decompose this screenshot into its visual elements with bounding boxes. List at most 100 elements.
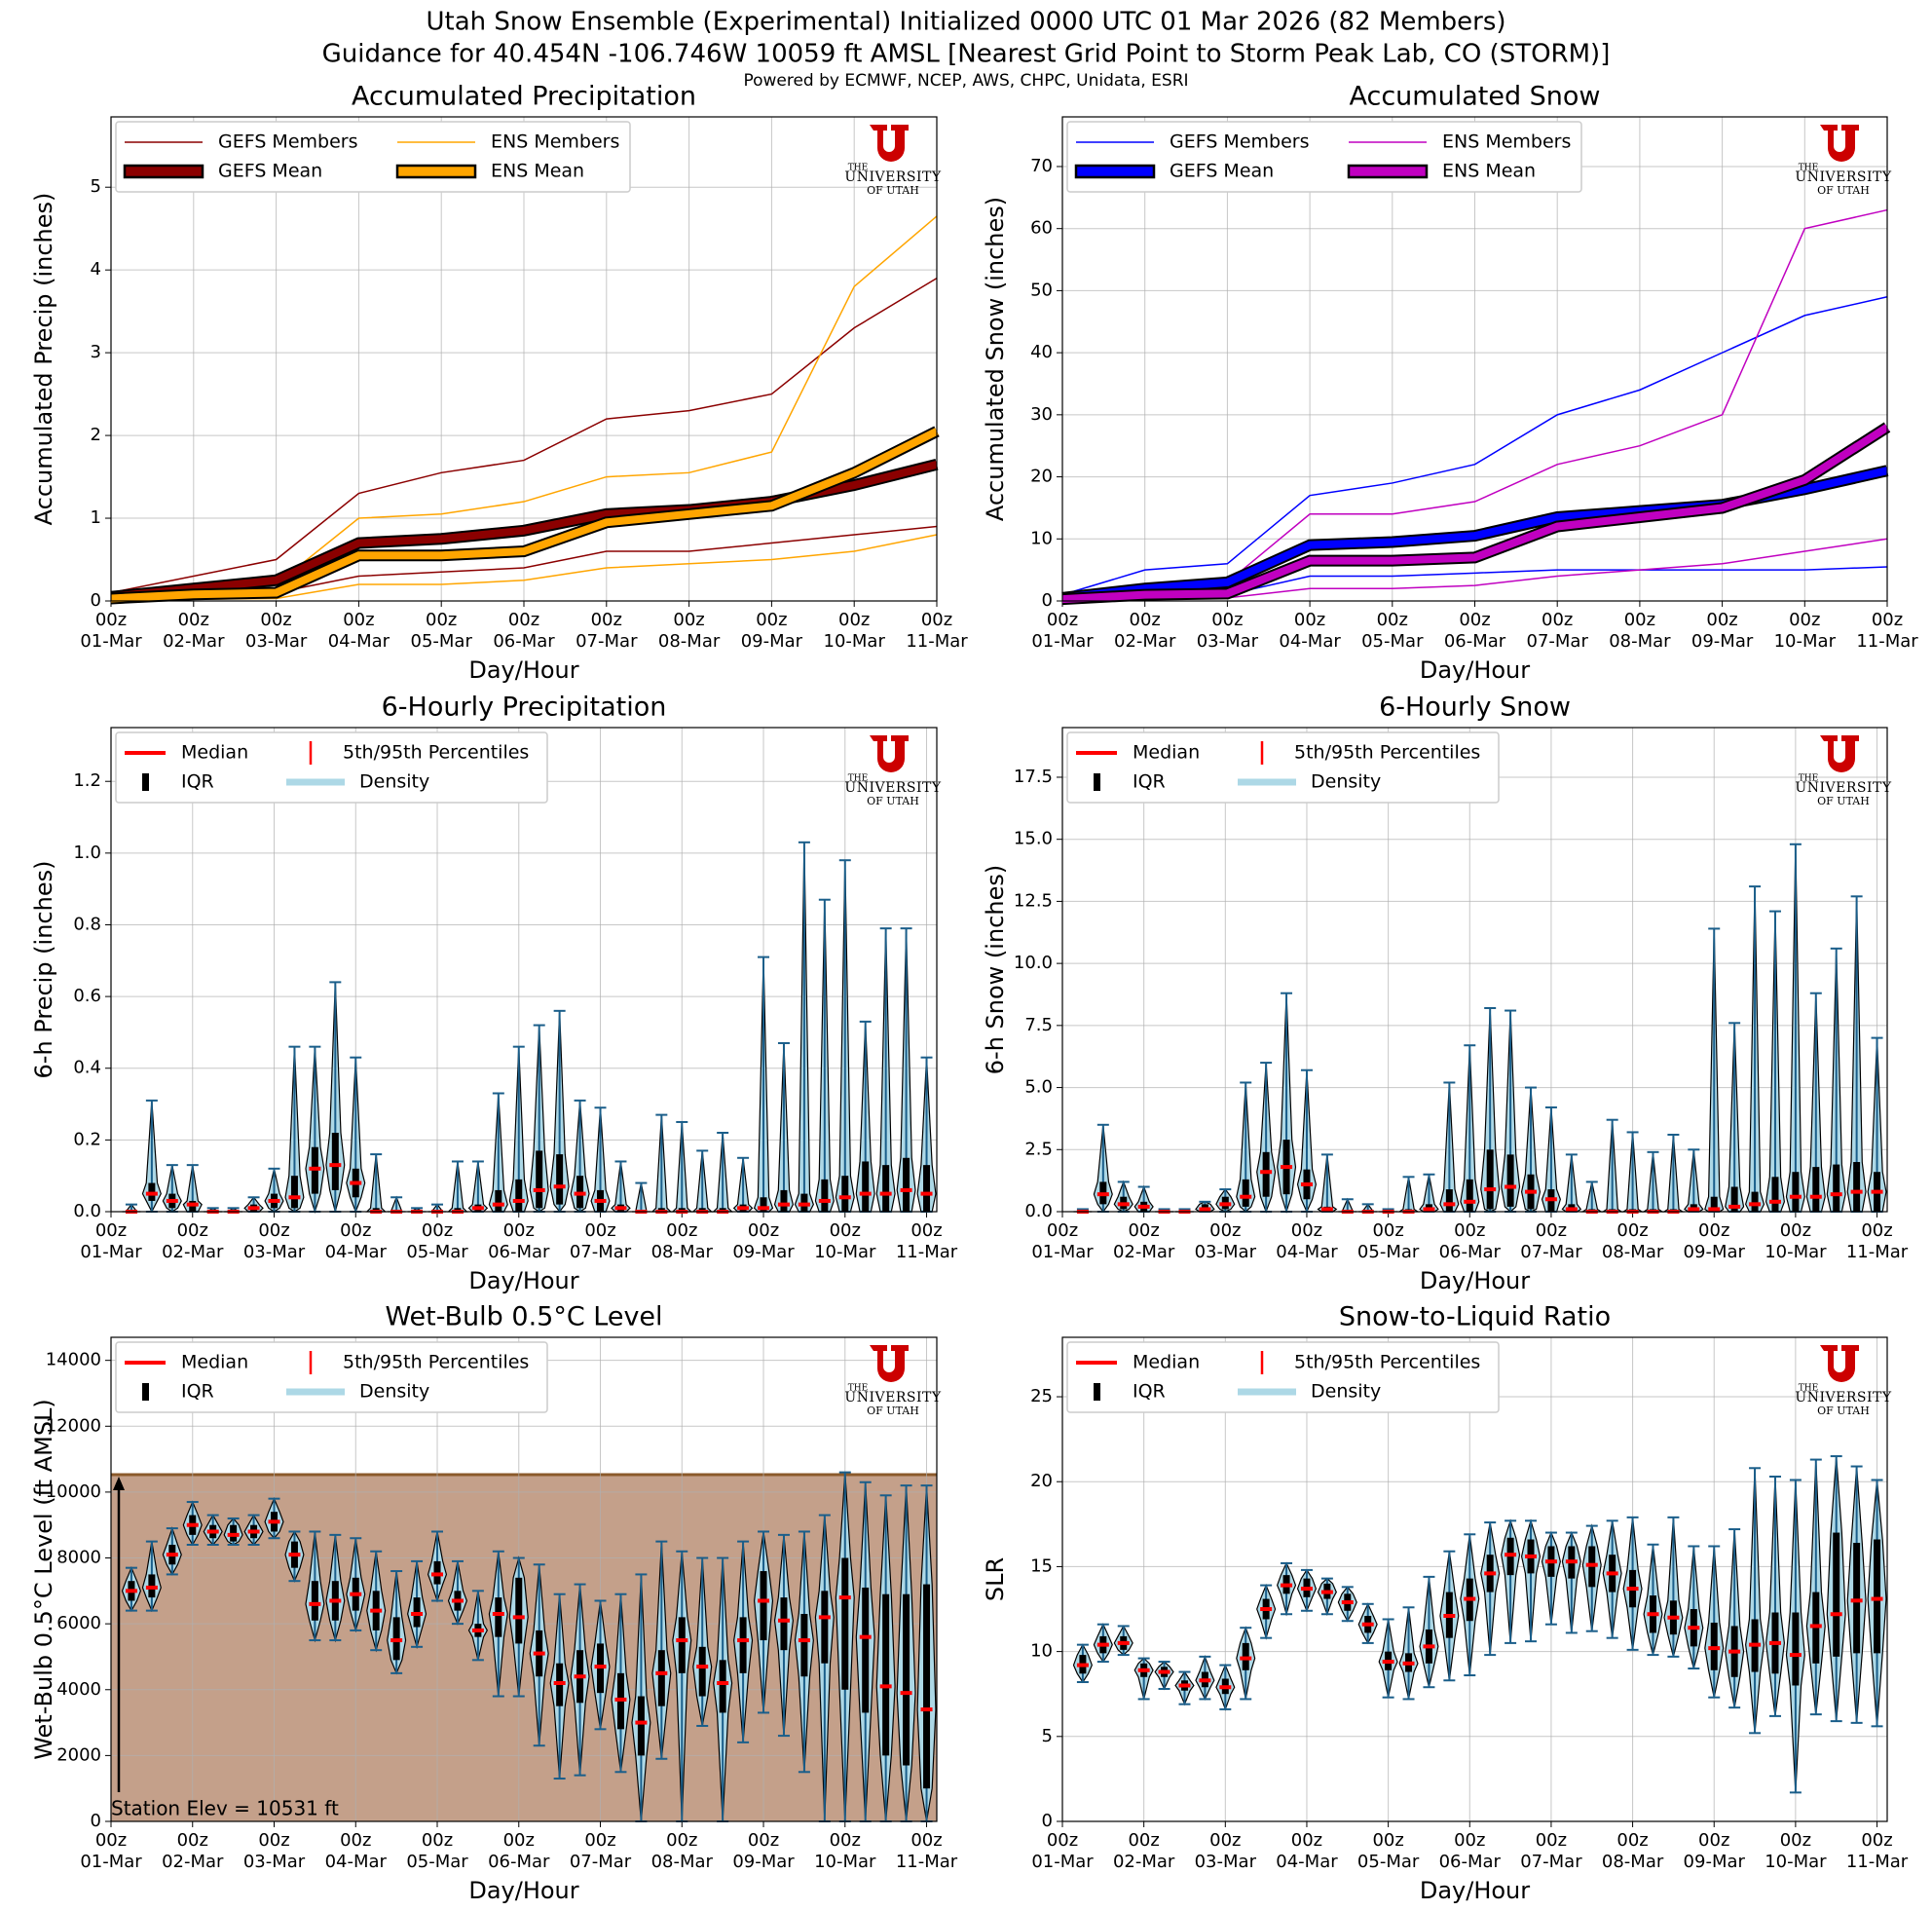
iqr-box: [1853, 1543, 1861, 1654]
y-tick-label: 0.6: [73, 986, 101, 1006]
legend-label: 5th/95th Percentiles: [343, 1352, 529, 1373]
x-tick-label: 00z 08-Mar: [1609, 610, 1671, 652]
y-tick-label: 0.0: [73, 1201, 101, 1221]
x-axis-label: Day/Hour: [1420, 1877, 1530, 1904]
y-tick-label: 2: [91, 425, 101, 445]
y-tick-label: 12000: [46, 1415, 101, 1436]
x-tick-label: 00z 06-Mar: [1444, 610, 1506, 652]
logo-text: UNIVERSITY: [1795, 169, 1891, 185]
x-tick-label: 00z 06-Mar: [1439, 1830, 1502, 1872]
logo-text: OF UTAH: [867, 795, 919, 807]
elevation-arrowhead: [113, 1476, 125, 1490]
logo-text: OF UTAH: [1817, 184, 1870, 197]
legend-label: GEFS Members: [218, 131, 357, 153]
y-axis-label: Wet-Bulb 0.5°C Level (ft AMSL): [30, 1399, 57, 1760]
y-tick-label: 0.2: [73, 1129, 101, 1149]
plot-frame: [1061, 1336, 1888, 1822]
iqr-box: [739, 1617, 747, 1673]
y-tick-label: 0: [1042, 590, 1053, 611]
logo-mark: [870, 735, 909, 772]
y-tick-label: 0.4: [73, 1058, 101, 1078]
x-tick-label: 00z 07-Mar: [570, 1830, 632, 1872]
legend-label: GEFS Mean: [218, 161, 322, 182]
panel-title: Accumulated Snow: [1349, 82, 1600, 112]
x-tick-label: 00z 10-Mar: [1765, 1220, 1827, 1262]
mean-line: [110, 428, 939, 603]
legend-label: Density: [1311, 1381, 1381, 1403]
x-tick-label: 00z 09-Mar: [732, 1830, 795, 1872]
y-tick-label: 0: [91, 1811, 101, 1831]
legend-swatch: [395, 164, 477, 179]
iqr-box: [657, 1650, 665, 1706]
plot-frame: [110, 727, 938, 1213]
x-tick-label: 00z 07-Mar: [570, 1220, 632, 1262]
iqr-box: [698, 1646, 706, 1697]
iqr-box: [637, 1696, 645, 1756]
legend-label: Median: [181, 1352, 248, 1373]
x-tick-label: 00z 04-Mar: [1276, 1830, 1338, 1872]
x-tick-label: 00z 08-Mar: [658, 610, 721, 652]
y-axis-label: Accumulated Snow (inches): [982, 197, 1009, 521]
y-tick-label: 17.5: [1014, 767, 1053, 787]
x-tick-label: 00z 02-Mar: [1113, 1220, 1175, 1262]
x-tick-label: 00z 06-Mar: [488, 1830, 550, 1872]
x-tick-label: 00z 09-Mar: [1684, 1830, 1746, 1872]
figure-title: Utah Snow Ensemble (Experimental) Initia…: [426, 8, 1505, 37]
logo-text: THE: [1799, 774, 1818, 784]
iqr-box: [1833, 1532, 1840, 1657]
x-tick-label: 00z 04-Mar: [325, 1830, 388, 1872]
y-tick-label: 3: [91, 342, 101, 362]
logo-text: OF UTAH: [1817, 1405, 1870, 1417]
y-tick-label: 0.8: [73, 914, 101, 934]
y-tick-label: 2.5: [1024, 1139, 1053, 1159]
legend-label: IQR: [1133, 1381, 1166, 1403]
iqr-box: [1751, 1191, 1759, 1212]
x-tick-label: 00z 11-Mar: [896, 1220, 958, 1262]
x-tick-label: 00z 01-Mar: [80, 1830, 142, 1872]
legend-label: GEFS Members: [1170, 131, 1309, 153]
mean-line: [1061, 424, 1890, 604]
y-tick-label: 5: [91, 176, 101, 197]
x-tick-label: 00z 01-Mar: [80, 610, 142, 652]
legend-label: Density: [359, 1381, 429, 1403]
x-tick-label: 00z 05-Mar: [1361, 610, 1424, 652]
y-tick-label: 2000: [56, 1744, 101, 1765]
x-axis-label: Day/Hour: [1420, 656, 1530, 684]
logo-text: THE: [848, 164, 868, 173]
x-tick-label: 00z 08-Mar: [651, 1830, 714, 1872]
y-tick-label: 70: [1030, 156, 1053, 176]
iqr-box: [678, 1617, 686, 1673]
x-tick-label: 00z 05-Mar: [406, 1220, 468, 1262]
x-tick-label: 00z 09-Mar: [732, 1220, 795, 1262]
y-tick-label: 4: [91, 259, 101, 280]
iqr-box: [311, 1581, 318, 1621]
legend-label: GEFS Mean: [1170, 161, 1274, 182]
x-tick-label: 00z 02-Mar: [1114, 610, 1176, 652]
legend-box: [1066, 1341, 1500, 1413]
iqr-box: [495, 1597, 502, 1637]
y-tick-label: 20: [1030, 467, 1053, 487]
legend-swatch: [142, 773, 149, 791]
x-tick-label: 00z 07-Mar: [576, 610, 638, 652]
panel-title: Snow-to-Liquid Ratio: [1339, 1302, 1611, 1332]
iqr-box: [760, 1197, 767, 1212]
iqr-box: [1466, 1179, 1473, 1212]
iqr-box: [780, 1597, 788, 1651]
x-tick-label: 00z 03-Mar: [245, 610, 308, 652]
y-tick-label: 0.0: [1024, 1201, 1053, 1221]
x-tick-label: 00z 07-Mar: [1520, 1830, 1582, 1872]
iqr-box: [536, 1150, 543, 1209]
iqr-box: [1853, 1162, 1861, 1212]
legend-box: [115, 1341, 548, 1413]
logo-text: UNIVERSITY: [1795, 780, 1891, 796]
plot-frame: [110, 116, 938, 602]
logo-text: UNIVERSITY: [844, 169, 941, 185]
legend-label: ENS Mean: [1442, 161, 1536, 182]
x-tick-label: 00z 07-Mar: [1520, 1220, 1582, 1262]
member-line: [1061, 296, 1888, 596]
x-tick-label: 00z 01-Mar: [1031, 610, 1094, 652]
y-tick-label: 8000: [56, 1548, 101, 1568]
x-tick-label: 00z 09-Mar: [1691, 610, 1754, 652]
iqr-box: [1262, 1151, 1270, 1197]
x-tick-label: 00z 01-Mar: [1031, 1830, 1094, 1872]
